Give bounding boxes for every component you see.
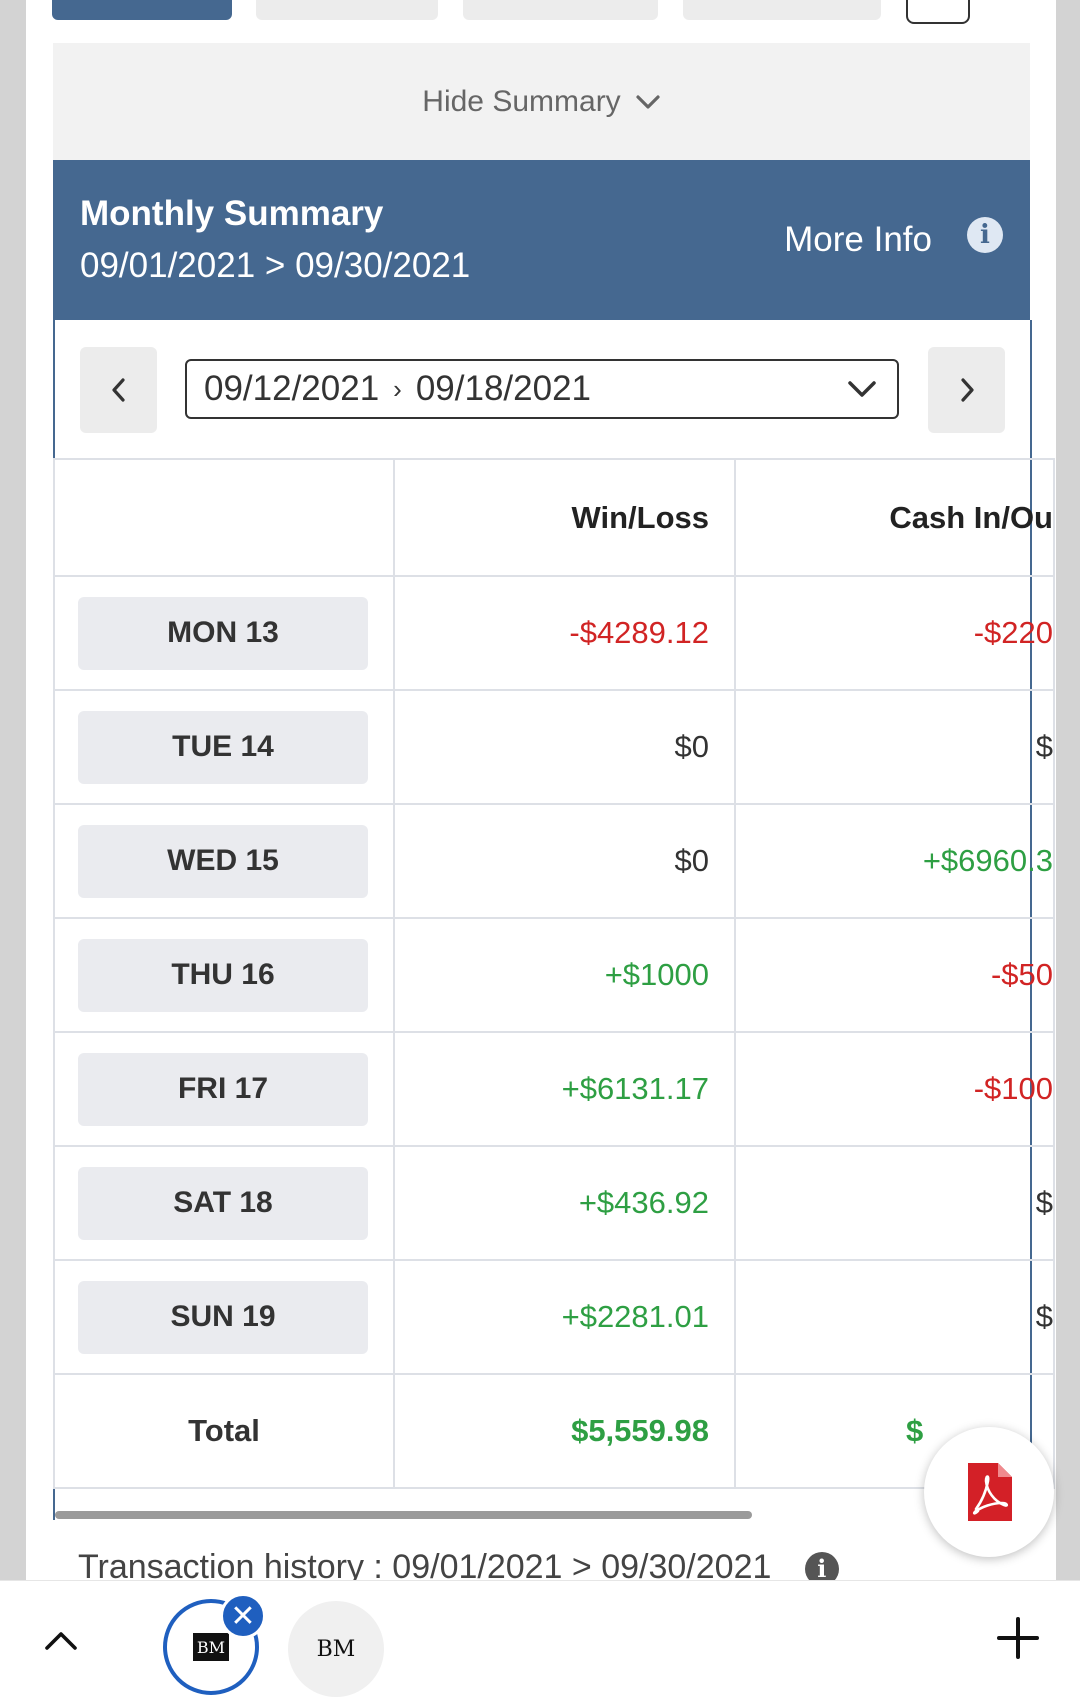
cash-cell: -$50 xyxy=(734,917,1055,1033)
table-header-row: Win/Loss Cash In/Ou xyxy=(53,458,1055,577)
cash-cell: $ xyxy=(734,1145,1055,1261)
column-header-day xyxy=(53,458,395,577)
transaction-history-label: Transaction history : 09/01/2021 > 09/30… xyxy=(78,1548,772,1586)
table-row: THU 16 +$1000 -$50 xyxy=(53,917,1055,1033)
tab-last-month[interactable] xyxy=(683,0,881,20)
transaction-history-heading: Transaction history : 09/01/2021 > 09/30… xyxy=(78,1548,839,1587)
profile-avatar[interactable]: BM xyxy=(288,1601,384,1697)
range-start: 09/01/2021 xyxy=(80,246,256,285)
table-row: MON 13 -$4289.12 -$220 xyxy=(53,575,1055,691)
cash-cell: -$220 xyxy=(734,575,1055,691)
range-separator: > xyxy=(264,246,286,285)
win-loss-cell: +$1000 xyxy=(393,917,736,1033)
plus-icon[interactable] xyxy=(996,1616,1040,1660)
day-button[interactable]: MON 13 xyxy=(78,596,368,670)
chevron-up-icon[interactable] xyxy=(44,1629,78,1651)
period-tabs xyxy=(26,0,1056,24)
cash-cell: +$6960.3 xyxy=(734,803,1055,919)
tab-this-month[interactable] xyxy=(463,0,658,20)
day-button[interactable]: WED 15 xyxy=(78,824,368,898)
hide-summary-label: Hide Summary xyxy=(422,84,621,118)
close-icon[interactable]: ✕ xyxy=(220,1593,266,1639)
panel-title: Monthly Summary xyxy=(80,194,384,233)
week-start: 09/12/2021 xyxy=(204,369,380,408)
day-button[interactable]: THU 16 xyxy=(78,938,368,1012)
hide-summary-button[interactable]: Hide Summary xyxy=(53,43,1030,160)
chevron-right-icon xyxy=(960,378,974,402)
week-navigation: 09/12/2021 › 09/18/2021 xyxy=(55,320,1030,458)
panel-date-range: 09/01/2021 > 09/30/2021 xyxy=(80,246,470,286)
export-pdf-button[interactable] xyxy=(924,1427,1054,1557)
chevron-down-icon xyxy=(848,381,876,397)
table-row: FRI 17 +$6131.17 -$100 xyxy=(53,1031,1055,1147)
page: Hide Summary Monthly Summary 09/01/2021 … xyxy=(26,0,1056,1705)
week-separator: › xyxy=(393,373,402,404)
monthly-summary-header: Monthly Summary 09/01/2021 > 09/30/2021 … xyxy=(53,160,1030,320)
table-row: SAT 18 +$436.92 $ xyxy=(53,1145,1055,1261)
table-row: SUN 19 +$2281.01 $ xyxy=(53,1259,1055,1375)
previous-week-button[interactable] xyxy=(80,347,157,433)
week-end: 09/18/2021 xyxy=(415,369,592,408)
day-button[interactable]: SAT 18 xyxy=(78,1166,368,1240)
win-loss-cell: +$2281.01 xyxy=(393,1259,736,1375)
day-button[interactable]: FRI 17 xyxy=(78,1052,368,1126)
total-label: Total xyxy=(53,1373,395,1489)
cash-cell: $ xyxy=(734,1259,1055,1375)
horizontal-scrollbar[interactable] xyxy=(55,1511,752,1519)
day-button[interactable]: SUN 19 xyxy=(78,1280,368,1354)
tab-custom[interactable] xyxy=(906,0,970,24)
week-select-dropdown[interactable]: 09/12/2021 › 09/18/2021 xyxy=(185,359,899,419)
more-info-link[interactable]: More Info xyxy=(784,220,932,259)
cash-cell: $ xyxy=(734,689,1055,805)
pdf-icon xyxy=(968,1463,1012,1521)
win-loss-cell: $0 xyxy=(393,803,736,919)
avatar-logo: BM xyxy=(193,1633,229,1661)
win-loss-cell: $0 xyxy=(393,689,736,805)
tab-this-week[interactable] xyxy=(52,0,232,20)
total-win-loss: $5,559.98 xyxy=(393,1373,736,1489)
range-end: 09/30/2021 xyxy=(295,246,471,285)
next-week-button[interactable] xyxy=(928,347,1005,433)
day-button[interactable]: TUE 14 xyxy=(78,710,368,784)
column-header-win-loss: Win/Loss xyxy=(393,458,736,577)
table-row: WED 15 $0 +$6960.3 xyxy=(53,803,1055,919)
win-loss-cell: +$6131.17 xyxy=(393,1031,736,1147)
daily-summary-table: Win/Loss Cash In/Ou MON 13 -$4289.12 -$2… xyxy=(53,458,1055,1489)
win-loss-cell: +$436.92 xyxy=(393,1145,736,1261)
table-total-row: Total $5,559.98 $ xyxy=(53,1373,1055,1489)
chevron-left-icon xyxy=(111,378,125,402)
table-row: TUE 14 $0 $ xyxy=(53,689,1055,805)
summary-panel-body: 09/12/2021 › 09/18/2021 Win/Loss Cash In… xyxy=(53,320,1055,1520)
win-loss-cell: -$4289.12 xyxy=(393,575,736,691)
info-icon[interactable]: i xyxy=(967,217,1003,253)
cash-cell: -$100 xyxy=(734,1031,1055,1147)
tab-last-week[interactable] xyxy=(256,0,438,20)
chevron-down-icon xyxy=(636,94,660,109)
column-header-cash: Cash In/Ou xyxy=(734,458,1055,577)
bottom-navigation-bar: BM ✕ BM xyxy=(0,1580,1080,1706)
